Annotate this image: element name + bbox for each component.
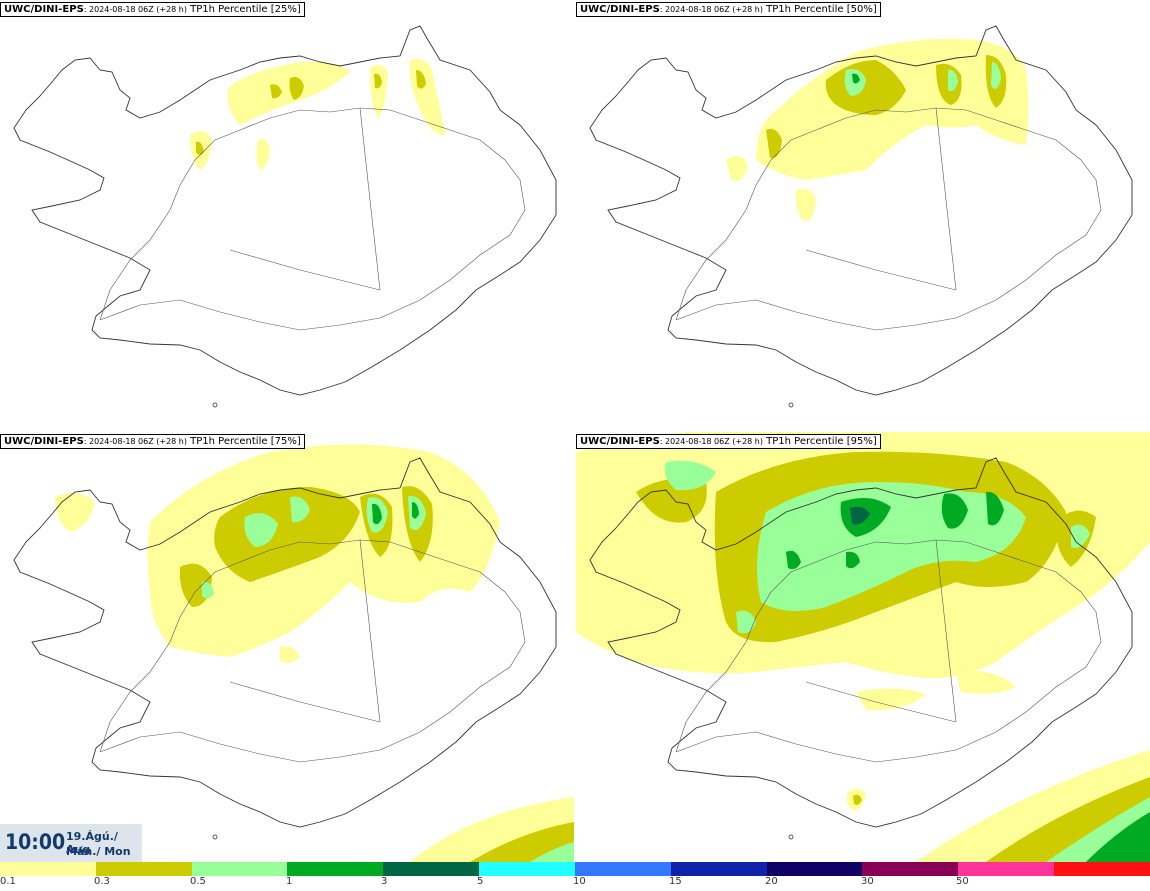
run-info: : 2024-08-18 06Z (+28 h)	[83, 437, 187, 446]
legend-label: 0.3	[94, 876, 110, 887]
panel-title: UWC/DINI-EPS: 2024-08-18 06Z (+28 h) TP1…	[576, 434, 881, 449]
coastline	[13, 457, 557, 828]
coastline	[589, 457, 1133, 828]
legend-labels: 0.1 0.3 0.5 1 3 5 10 15 20 30 50	[0, 876, 1150, 891]
legend-swatch	[95, 862, 192, 876]
iceland-map	[13, 444, 574, 862]
map-panel-p50: UWC/DINI-EPS: 2024-08-18 06Z (+28 h) TP1…	[576, 0, 1150, 430]
model-name: UWC/DINI-EPS	[4, 436, 84, 447]
legend-label: 0.1	[0, 876, 16, 887]
legend-label: 10	[573, 876, 586, 887]
panel-title: UWC/DINI-EPS: 2024-08-18 06Z (+28 h) TP1…	[0, 434, 305, 449]
legend-label: 15	[669, 876, 682, 887]
roads	[675, 539, 1102, 763]
map-panel-p95: UWC/DINI-EPS: 2024-08-18 06Z (+28 h) TP1…	[576, 432, 1150, 862]
precip-field	[55, 444, 574, 862]
legend-swatch	[958, 862, 1055, 876]
legend-colorbar	[0, 862, 1150, 876]
valid-date-line2: Mán./ Mon	[66, 845, 131, 858]
legend-label: 50	[956, 876, 969, 887]
legend-label: 30	[861, 876, 874, 887]
map-panel-p25: UWC/DINI-EPS: 2024-08-18 06Z (+28 h) TP1…	[0, 0, 574, 430]
legend-label: 1	[286, 876, 293, 887]
map-panel-p75: UWC/DINI-EPS: 2024-08-18 06Z (+28 h) TP1…	[0, 432, 574, 862]
legend-swatch	[670, 862, 767, 876]
westman-islands	[788, 834, 794, 840]
panel-title: UWC/DINI-EPS: 2024-08-18 06Z (+28 h) TP1…	[576, 2, 881, 17]
product-name: TP1h Percentile [95%]	[762, 436, 877, 447]
model-name: UWC/DINI-EPS	[4, 4, 84, 15]
legend-swatch	[574, 862, 671, 876]
legend-swatch	[479, 862, 575, 876]
valid-time-clock: 10:00	[5, 830, 66, 854]
legend-swatch	[287, 862, 384, 876]
run-info: : 2024-08-18 06Z (+28 h)	[659, 437, 763, 446]
run-info: : 2024-08-18 06Z (+28 h)	[83, 5, 187, 14]
valid-date-line1: 19.Ágú./ Aug	[66, 830, 118, 856]
product-name: TP1h Percentile [50%]	[762, 4, 877, 15]
product-name: TP1h Percentile [25%]	[186, 4, 301, 15]
legend-swatch	[862, 862, 959, 876]
precip-field	[190, 58, 446, 170]
legend-swatch	[0, 862, 96, 876]
precip-field	[726, 38, 1029, 221]
westman-islands	[212, 402, 218, 408]
coastline	[589, 25, 1133, 396]
legend-label: 20	[765, 876, 778, 887]
legend-label: 0.5	[190, 876, 206, 887]
legend-label: 5	[477, 876, 484, 887]
roads	[675, 107, 1102, 331]
westman-islands	[212, 834, 218, 840]
legend-swatch	[191, 862, 288, 876]
product-name: TP1h Percentile [75%]	[186, 436, 301, 447]
coastline	[13, 25, 557, 396]
iceland-map	[589, 25, 1133, 408]
legend-label: 3	[381, 876, 388, 887]
valid-time-box: 10:00 19.Ágú./ Aug Mán./ Mon	[0, 824, 142, 862]
roads	[99, 107, 526, 331]
roads	[99, 539, 526, 763]
westman-islands	[788, 402, 794, 408]
legend-swatch	[383, 862, 480, 876]
model-name: UWC/DINI-EPS	[580, 436, 660, 447]
iceland-map	[576, 432, 1150, 862]
legend-swatch	[1054, 862, 1150, 876]
run-info: : 2024-08-18 06Z (+28 h)	[659, 5, 763, 14]
iceland-map	[13, 25, 557, 408]
panel-title: UWC/DINI-EPS: 2024-08-18 06Z (+28 h) TP1…	[0, 2, 305, 17]
precip-field	[576, 432, 1150, 862]
legend-swatch	[766, 862, 863, 876]
model-name: UWC/DINI-EPS	[580, 4, 660, 15]
